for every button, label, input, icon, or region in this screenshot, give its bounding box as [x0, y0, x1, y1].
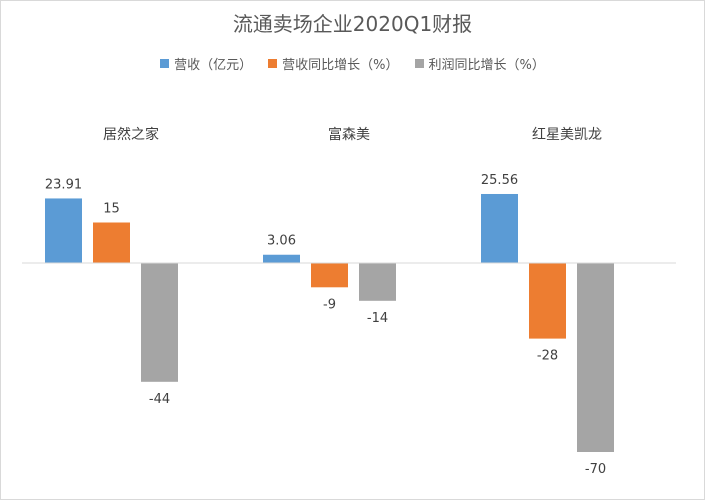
- bar: [45, 198, 82, 263]
- legend-item-revenue: 营收（亿元）: [160, 54, 252, 73]
- category-label: 居然之家: [103, 126, 159, 143]
- bar: [577, 263, 614, 452]
- legend-label-revenue: 营收（亿元）: [174, 58, 253, 73]
- data-label: 15: [103, 202, 120, 217]
- chart-title: 流通卖场企业2020Q1财报: [232, 12, 473, 36]
- legend-swatch-revenue: [160, 59, 170, 68]
- legend: 营收（亿元） 营收同比增长（%） 利润同比增长（%）: [0, 54, 705, 73]
- category-label: 富森美: [328, 126, 370, 143]
- bar: [529, 263, 566, 339]
- data-label: -9: [323, 297, 336, 312]
- data-label: 25.56: [481, 173, 518, 188]
- data-label: -14: [367, 311, 388, 326]
- legend-item-profit-growth: 利润同比增长（%）: [414, 54, 545, 73]
- bar: [141, 263, 178, 382]
- legend-item-revenue-growth: 营收同比增长（%）: [268, 54, 399, 73]
- data-label: -28: [537, 349, 558, 364]
- bar: [93, 222, 130, 263]
- legend-label-profit-growth: 利润同比增长（%）: [428, 58, 545, 73]
- legend-swatch-revenue-growth: [268, 59, 278, 68]
- bar: [263, 254, 300, 263]
- data-label: -70: [585, 462, 606, 477]
- legend-swatch-profit-growth: [414, 59, 424, 68]
- bar: [481, 193, 518, 263]
- data-label: 23.91: [45, 177, 82, 192]
- bar: [359, 263, 396, 301]
- data-label: 3.06: [267, 234, 296, 249]
- category-label: 红星美凯龙: [532, 127, 602, 143]
- data-label: -44: [149, 392, 170, 407]
- legend-label-revenue-growth: 营收同比增长（%）: [282, 58, 399, 73]
- bar: [311, 263, 348, 288]
